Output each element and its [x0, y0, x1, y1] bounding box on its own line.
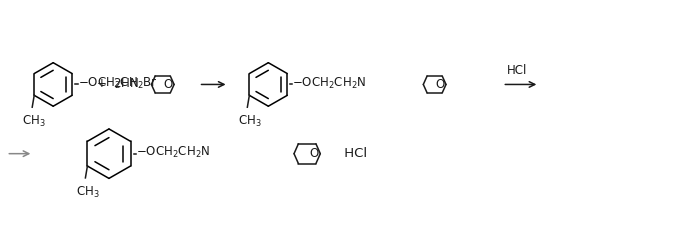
Text: HCl: HCl [507, 64, 528, 77]
Text: $-$OCH$_2$CH$_2$Br: $-$OCH$_2$CH$_2$Br [78, 76, 158, 91]
Text: O: O [435, 78, 445, 91]
Text: $-$OCH$_2$CH$_2$N: $-$OCH$_2$CH$_2$N [292, 76, 366, 91]
Text: CH$_3$: CH$_3$ [75, 185, 99, 200]
Text: CH$_3$: CH$_3$ [238, 114, 261, 129]
Text: O: O [309, 147, 318, 160]
Text: CH$_3$: CH$_3$ [22, 114, 46, 129]
Text: $+$  2HN: $+$ 2HN [96, 77, 139, 90]
Text: $-$OCH$_2$CH$_2$N: $-$OCH$_2$CH$_2$N [136, 145, 210, 160]
Text: HCl: HCl [340, 147, 367, 160]
Text: O: O [164, 78, 173, 91]
